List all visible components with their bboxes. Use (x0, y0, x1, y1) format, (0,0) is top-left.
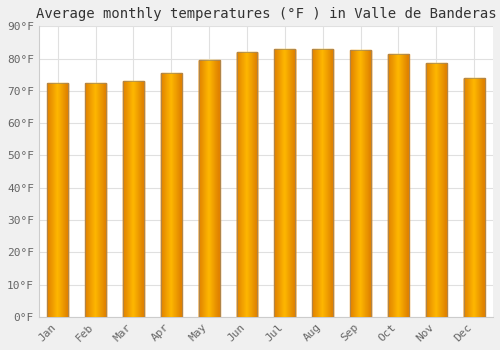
Bar (48, 83, 68, 317)
Bar (236, 52, 258, 317)
Title: Average monthly temperatures (°F ) in Valle de Banderas: Average monthly temperatures (°F ) in Va… (36, 7, 496, 21)
Bar (464, 78, 484, 317)
Bar (161, 73, 182, 317)
Bar (274, 49, 295, 317)
Bar (312, 49, 333, 317)
Bar (426, 63, 446, 317)
Bar (198, 60, 220, 317)
Bar (123, 81, 144, 317)
Bar (388, 54, 409, 317)
Bar (85, 83, 106, 317)
Bar (350, 50, 371, 317)
